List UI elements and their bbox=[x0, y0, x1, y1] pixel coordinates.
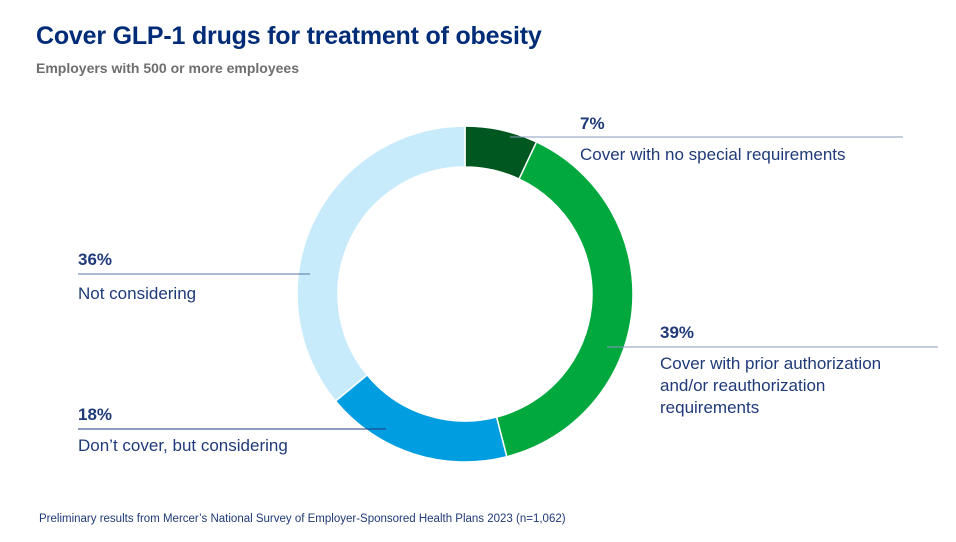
slice-label-prior-authorization-line1: Cover with prior authorization bbox=[660, 354, 882, 373]
slice-label-prior-authorization-line2: and/or reauthorization bbox=[660, 376, 826, 395]
slice-label-prior-authorization-line3: requirements bbox=[660, 398, 760, 417]
slice-label-no-requirements: Cover with no special requirements bbox=[580, 145, 846, 164]
chart-title: Cover GLP-1 drugs for treatment of obesi… bbox=[36, 22, 542, 50]
chart-subtitle: Employers with 500 or more employees bbox=[36, 60, 299, 76]
slice-considering bbox=[334, 373, 508, 463]
footnote: Preliminary results from Mercer’s Nation… bbox=[39, 513, 566, 525]
slice-value-not-considering: 36% bbox=[78, 250, 113, 269]
slice-not-considering bbox=[296, 125, 466, 403]
slice-label-considering: Don’t cover, but considering bbox=[78, 436, 288, 455]
slice-prior-authorization bbox=[495, 140, 634, 458]
slice-value-prior-authorization: 39% bbox=[660, 323, 695, 342]
slice-value-no-requirements: 7% bbox=[580, 114, 605, 133]
slice-value-considering: 18% bbox=[78, 405, 113, 424]
slice-label-not-considering: Not considering bbox=[78, 284, 197, 303]
